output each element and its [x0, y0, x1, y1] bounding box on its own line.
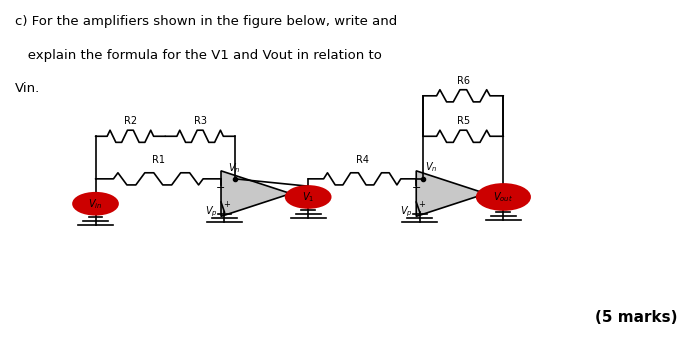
Text: $V_n$: $V_n$: [228, 161, 241, 175]
Polygon shape: [416, 171, 486, 216]
Text: c) For the amplifiers shown in the figure below, write and: c) For the amplifiers shown in the figur…: [15, 15, 398, 28]
Text: $V_{in}$: $V_{in}$: [88, 197, 103, 210]
Circle shape: [286, 186, 330, 208]
Text: R1: R1: [152, 155, 164, 165]
Text: Vin.: Vin.: [15, 82, 41, 95]
Text: R3: R3: [194, 116, 206, 126]
Circle shape: [74, 193, 118, 215]
Text: explain the formula for the V1 and Vout in relation to: explain the formula for the V1 and Vout …: [15, 49, 382, 62]
Text: −: −: [412, 183, 421, 192]
Text: $V_p$: $V_p$: [205, 205, 218, 219]
Polygon shape: [221, 171, 290, 216]
Text: +: +: [223, 200, 230, 209]
Text: $V_n$: $V_n$: [425, 160, 437, 174]
Circle shape: [477, 184, 530, 210]
Text: $V_{out}$: $V_{out}$: [494, 190, 513, 204]
Text: R5: R5: [456, 116, 470, 126]
Text: −: −: [216, 183, 225, 192]
Text: +: +: [419, 200, 426, 209]
Text: $V_p$: $V_p$: [400, 205, 413, 219]
Text: (5 marks): (5 marks): [595, 310, 678, 325]
Text: R4: R4: [356, 155, 369, 165]
Text: R2: R2: [124, 116, 137, 126]
Text: $V_1$: $V_1$: [302, 190, 314, 204]
Text: R6: R6: [457, 76, 470, 86]
